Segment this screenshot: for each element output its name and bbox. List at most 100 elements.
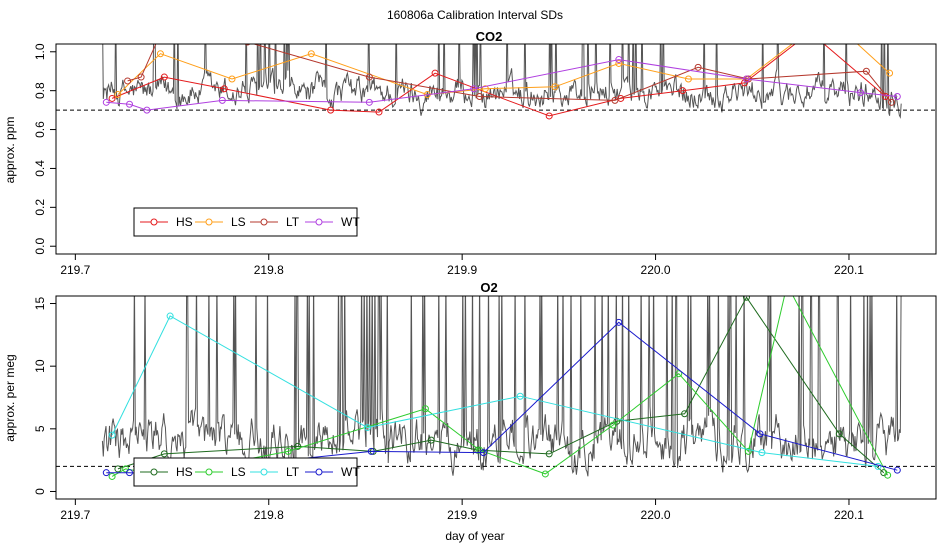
o2-y-tick-label: 15 xyxy=(33,297,47,311)
co2-legend-hs-label: HS xyxy=(176,215,193,229)
o2-series-hs-point xyxy=(114,465,122,473)
co2-series-ls-point xyxy=(481,85,489,93)
co2-series-lt-point xyxy=(862,67,870,75)
co2-legend-ls-marker xyxy=(205,218,213,226)
o2-y-tick-label: 10 xyxy=(33,359,47,373)
co2-series-hs-point xyxy=(882,93,890,100)
o2-x-tick-label: 220.1 xyxy=(834,508,864,522)
co2-y-tick-label: 1.0 xyxy=(33,43,47,60)
co2-series-ls-line xyxy=(117,44,890,96)
o2-series-hs-point xyxy=(294,442,302,450)
co2-series-ls-point xyxy=(156,50,164,58)
o2-series-ls-point xyxy=(884,471,892,479)
co2-series-hs-point xyxy=(679,87,687,95)
o2-legend-wt-label: WT xyxy=(341,465,360,479)
co2-series-wt-point xyxy=(143,106,151,114)
co2-y-tick-label: 0.8 xyxy=(33,82,47,99)
o2-series-ls-point xyxy=(284,447,292,455)
co2-y-tick-label: 0.6 xyxy=(33,121,47,138)
co2-series-hs-point xyxy=(220,85,228,93)
o2-series-lt-point xyxy=(363,424,371,432)
co2-series-lt-point xyxy=(476,93,484,100)
co2-legend-lt-marker xyxy=(260,218,268,226)
co2-legend-ls-label: LS xyxy=(231,215,246,229)
o2-legend-lt-label: LT xyxy=(286,465,300,479)
o2-x-tick-label: 220.0 xyxy=(641,508,671,522)
o2-series-wt-point xyxy=(756,430,764,438)
co2-series-ls-point xyxy=(684,75,692,83)
co2-x-tick-label: 219.8 xyxy=(254,263,284,277)
co2-series-hs-point xyxy=(160,73,168,81)
o2-legend-ls-marker xyxy=(205,468,213,476)
o2-series-ls-point xyxy=(541,470,549,478)
co2-x-tick-label: 220.1 xyxy=(834,263,864,277)
co2-series-lt-point xyxy=(124,77,132,85)
o2-series-wt-point xyxy=(479,449,487,457)
co2-series-wt-line xyxy=(106,59,898,111)
co2-series-wt-point xyxy=(102,98,110,106)
o2-series-hs-point xyxy=(427,436,435,444)
o2-x-tick-label: 219.9 xyxy=(447,508,477,522)
o2-series-hs-point xyxy=(160,450,168,458)
co2-series-wt-point xyxy=(742,75,750,83)
o2-series-ls-point xyxy=(108,472,116,480)
co2-series-hs-point xyxy=(327,106,335,114)
co2-series-hs-point xyxy=(807,29,813,35)
co2-series-ls-point xyxy=(307,50,315,58)
o2-series-hs-point xyxy=(742,296,750,301)
o2-panel: O2 219.7 219.8 219.9 220.0 220.1 0 5 10 15 appro… xyxy=(3,280,937,522)
o2-series-wt-point xyxy=(125,469,133,477)
o2-x-tick-label: 219.7 xyxy=(60,508,90,522)
co2-legend-lt-label: LT xyxy=(286,215,300,229)
co2-panel: CO2 219.7 219.8 219.9 220.0 220.1 0.0 0.2 0.4 0.… xyxy=(3,14,937,277)
co2-series-hs-point xyxy=(741,79,749,87)
co2-series-wt-point xyxy=(615,56,623,64)
o2-legend-wt-marker xyxy=(315,468,323,476)
o2-background-trace xyxy=(101,296,902,478)
co2-y-tick-label: 0.2 xyxy=(33,199,47,216)
o2-series-lt-point xyxy=(516,392,524,400)
o2-legend-hs-marker xyxy=(150,468,158,476)
co2-series-wt-point xyxy=(218,96,226,104)
o2-plot-frame xyxy=(55,295,937,500)
o2-series-ls-point xyxy=(784,282,790,288)
co2-legend: HS LS LT WT xyxy=(133,207,360,237)
o2-series-wt-point xyxy=(893,466,901,474)
co2-y-axis-label: approx. ppm xyxy=(3,117,17,184)
co2-series-lt-line xyxy=(127,44,892,103)
co2-series-lt-point xyxy=(611,96,619,104)
co2-series-wt-point xyxy=(893,93,901,100)
co2-series-lt-point xyxy=(244,44,251,46)
co2-y-tick-label: 0.0 xyxy=(33,238,47,255)
co2-y-tick-label: 0.4 xyxy=(33,160,47,177)
co2-series-lt-point xyxy=(365,73,373,81)
o2-series-hs-point xyxy=(545,450,553,458)
co2-series-ls-point xyxy=(615,59,623,67)
o2-series-hs-line xyxy=(117,296,885,474)
co2-plot-frame xyxy=(55,43,937,255)
o2-series-wt-point xyxy=(367,447,375,455)
co2-series-hs-line xyxy=(111,44,887,117)
o2-series-ls-point xyxy=(675,370,683,378)
o2-y-tick-label: 0 xyxy=(33,488,47,495)
co2-legend-wt-marker xyxy=(315,218,323,226)
co2-background-trace xyxy=(102,44,902,119)
o2-series-hs-point xyxy=(681,410,689,418)
o2-panel-title: O2 xyxy=(480,280,497,295)
co2-x-tick-label: 220.0 xyxy=(641,263,671,277)
o2-series-hs-point xyxy=(835,430,843,438)
o2-x-tick-label: 219.8 xyxy=(254,508,284,522)
co2-series-hs-point xyxy=(108,94,116,102)
o2-legend-lt-marker xyxy=(260,468,268,476)
co2-series-wt-point xyxy=(365,98,373,106)
o2-series-lt-point xyxy=(874,462,882,470)
co2-series-ls-point xyxy=(228,75,236,83)
o2-series-ls-point xyxy=(609,421,617,429)
o2-legend: HS LS LT WT xyxy=(133,457,360,487)
co2-x-tick-label: 219.7 xyxy=(60,263,90,277)
co2-series-ls-point xyxy=(825,14,831,20)
o2-series-wt-point xyxy=(615,318,623,326)
co2-series-hs-point xyxy=(545,112,553,120)
o2-series-wt-line xyxy=(106,321,898,475)
